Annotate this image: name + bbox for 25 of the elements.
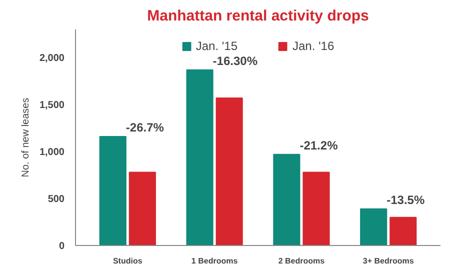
y-axis-title: No. of new leases: [20, 98, 32, 178]
y-tick-label: 500: [48, 194, 65, 206]
bar: [360, 208, 388, 246]
y-tick-label: 0: [58, 241, 65, 252]
legend-label: Jan. '16: [292, 39, 334, 53]
bar: [186, 69, 214, 246]
chart-title: Manhattan rental activity drops: [147, 8, 369, 24]
annotation: -16.30%: [212, 54, 258, 68]
bar: [216, 98, 243, 246]
y-tick-label: 1,500: [39, 100, 65, 112]
x-tick-label: Studios: [112, 256, 143, 266]
y-tick-label: 1,000: [39, 147, 65, 158]
bar: [390, 216, 417, 246]
x-tick-label: 2 Bedrooms: [278, 256, 326, 266]
annotation: -13.5%: [386, 192, 425, 207]
annotation: -21.2%: [300, 138, 338, 152]
x-tick-label: 1 Bedrooms: [191, 256, 238, 266]
bar: [99, 136, 126, 246]
bar: [273, 154, 300, 246]
annotation: -26.7%: [126, 120, 164, 135]
bar: [302, 172, 330, 246]
y-tick-label: 2,000: [39, 53, 65, 64]
x-tick-label: 3+ Bedrooms: [362, 256, 414, 266]
bar: [128, 172, 156, 246]
legend-label: Jan. '15: [196, 39, 238, 53]
